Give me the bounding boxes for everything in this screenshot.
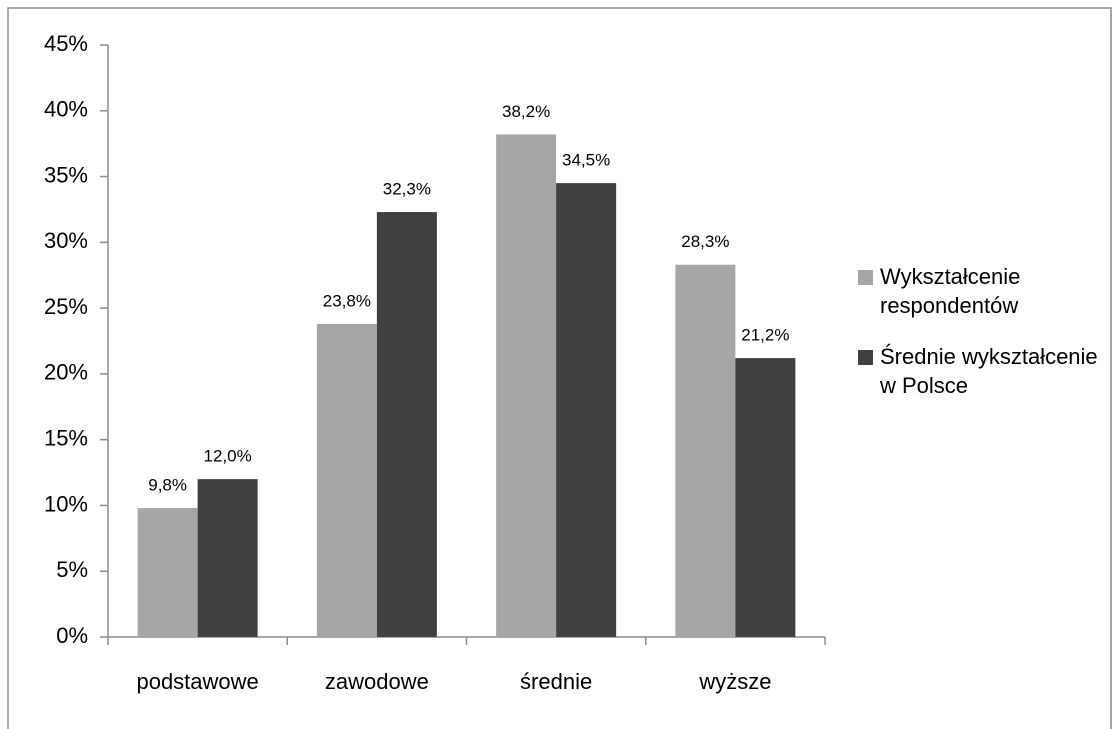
y-tick-label: 35%	[44, 162, 88, 187]
value-label: 21,2%	[741, 326, 789, 345]
value-label: 23,8%	[323, 291, 371, 310]
y-tick-label: 25%	[44, 294, 88, 319]
y-tick-label: 45%	[44, 31, 88, 56]
y-tick-label: 20%	[44, 360, 88, 385]
legend-label: Wykształcenie respondentów	[880, 264, 1021, 318]
chart-frame	[7, 7, 1112, 729]
y-tick-label: 10%	[44, 491, 88, 516]
bar	[675, 264, 736, 637]
bar	[137, 508, 198, 637]
value-label: 9,8%	[148, 476, 187, 495]
y-tick-label: 15%	[44, 425, 88, 450]
y-tick-label: 0%	[56, 623, 88, 648]
value-label: 34,5%	[562, 151, 610, 170]
legend-item: Średnie wykształcenie w Polsce	[858, 342, 1098, 400]
legend-label: Średnie wykształcenie w Polsce	[880, 344, 1098, 398]
value-label: 12,0%	[204, 447, 252, 466]
legend: Wykształcenie respondentów Średnie wykszt…	[858, 262, 1098, 422]
x-tick-label: średnie	[520, 669, 592, 694]
bar	[376, 212, 437, 637]
x-tick-label: podstawowe	[136, 669, 258, 694]
y-tick-label: 40%	[44, 97, 88, 122]
bar	[496, 134, 557, 638]
x-tick-label: wyższe	[698, 669, 771, 694]
value-label: 38,2%	[502, 102, 550, 121]
legend-swatch	[858, 270, 873, 285]
bar	[735, 358, 796, 637]
value-label: 32,3%	[383, 180, 431, 199]
x-tick-label: zawodowe	[325, 669, 429, 694]
bar	[556, 183, 617, 637]
bar	[316, 323, 377, 637]
bar	[197, 479, 258, 637]
legend-item: Wykształcenie respondentów	[858, 262, 1098, 320]
y-tick-label: 5%	[56, 557, 88, 582]
y-tick-label: 30%	[44, 228, 88, 253]
value-label: 28,3%	[681, 232, 729, 251]
legend-swatch	[858, 350, 873, 365]
